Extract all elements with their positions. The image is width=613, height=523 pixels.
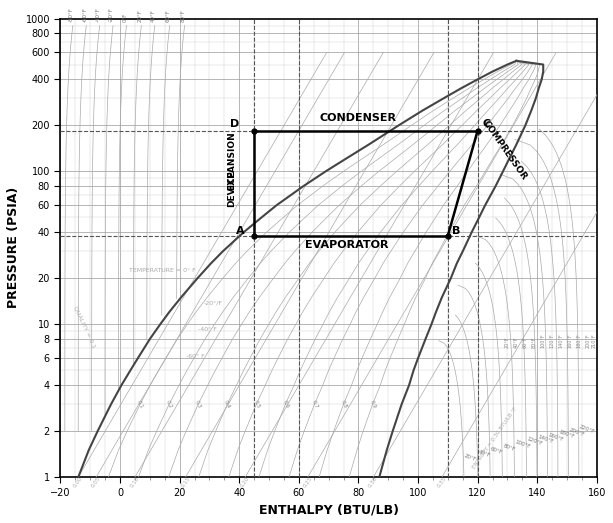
Text: -80°F: -80°F [69,7,74,22]
Text: -40° F: -40° F [197,327,216,332]
X-axis label: ENTHALPY (BTU/LB): ENTHALPY (BTU/LB) [259,503,398,516]
Text: 40°F: 40°F [478,449,491,459]
Text: A: A [236,225,245,236]
Text: 0.20: 0.20 [240,476,251,489]
Text: 80°F: 80°F [502,443,516,452]
Text: 100°F: 100°F [541,333,546,348]
Text: 140°F: 140°F [558,333,563,348]
Text: EXPANSION: EXPANSION [227,131,236,190]
Text: 0.10: 0.10 [129,476,140,489]
Text: B: B [452,225,461,236]
Text: -20°/F: -20°/F [204,300,223,305]
Text: 120°F: 120°F [550,333,555,348]
Text: CONDENSER: CONDENSER [320,112,397,122]
Text: 0.05: 0.05 [91,476,102,489]
Text: 0.4: 0.4 [223,399,232,409]
Text: 140°F: 140°F [537,434,554,445]
Text: -60°F: -60°F [82,7,87,22]
Text: -60° F: -60° F [186,354,204,359]
Text: COMPRESSOR: COMPRESSOR [481,119,528,182]
Text: 20°F: 20°F [463,453,478,462]
Text: 0.7: 0.7 [310,399,319,409]
Text: TEMPERATURE = 0° F: TEMPERATURE = 0° F [129,268,196,273]
Text: D: D [230,119,240,129]
Text: 80°F: 80°F [532,336,537,348]
Text: 0.2: 0.2 [165,399,173,409]
Text: 60°F: 60°F [490,446,503,456]
Text: DEVICE: DEVICE [227,170,236,207]
Text: 0.1: 0.1 [136,399,144,409]
Text: 200°F: 200°F [568,428,585,438]
Text: -20°F: -20°F [109,7,114,22]
Text: 120°F: 120°F [526,437,543,447]
Text: 0.30: 0.30 [368,476,379,489]
Text: 0.35: 0.35 [436,476,447,489]
Text: -40°F: -40°F [96,7,101,22]
Text: 80°F: 80°F [181,9,186,22]
Text: 0.8: 0.8 [340,399,348,409]
Text: 160°F: 160°F [568,333,573,348]
Text: 0.9: 0.9 [368,399,377,409]
Text: 0.6: 0.6 [281,399,289,409]
Text: 180°F: 180°F [576,333,582,348]
Text: QUALITY = 0.1: QUALITY = 0.1 [72,305,96,349]
Text: 40°F: 40°F [514,336,519,348]
Text: 210°F: 210°F [592,333,596,348]
Text: 40°F: 40°F [151,9,156,22]
Text: 20°F: 20°F [505,336,510,348]
Text: 180°F: 180°F [558,430,575,440]
Text: 0°F: 0°F [123,13,128,22]
Text: 0.00: 0.00 [73,476,84,489]
Text: 200°F: 200°F [585,333,590,348]
Y-axis label: PRESSURE (PSIA): PRESSURE (PSIA) [7,187,20,309]
Text: 100°F: 100°F [514,439,531,449]
Text: ENTROPY = 0.30 BTU/LB °F: ENTROPY = 0.30 BTU/LB °F [471,405,519,469]
Text: 60°F: 60°F [166,9,170,22]
Text: 0.5: 0.5 [253,399,261,409]
Text: 20°F: 20°F [137,9,142,22]
Text: C: C [482,119,490,129]
Text: 0.15: 0.15 [180,476,191,489]
Text: 0.25: 0.25 [302,476,313,489]
Text: 160°F: 160°F [547,432,565,442]
Text: 220°F: 220°F [579,424,596,434]
Text: 0.3: 0.3 [194,399,202,409]
Text: EVAPORATOR: EVAPORATOR [305,240,388,250]
Text: 60°F: 60°F [523,336,528,348]
